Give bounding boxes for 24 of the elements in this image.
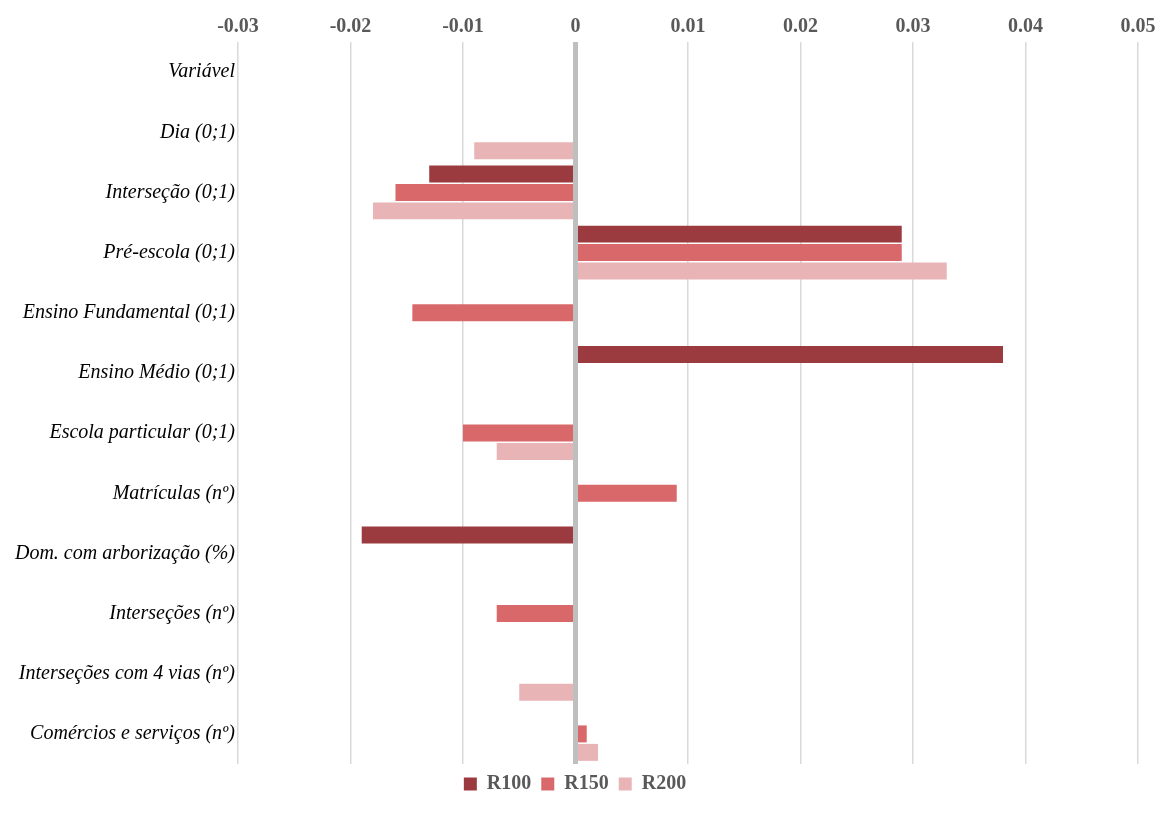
x-tick-label: -0.03 [217, 14, 259, 37]
x-tick-label: 0.03 [895, 14, 931, 37]
legend-label: R100 [486, 771, 532, 794]
legend-label: R200 [641, 771, 687, 794]
x-tick-label: -0.02 [329, 14, 372, 37]
y-tick-label: Variável [168, 59, 236, 82]
legend-label: R150 [564, 771, 609, 794]
y-tick-label: Dom. com arborização (%) [13, 540, 236, 564]
y-tick-label: Interseções (nº) [108, 600, 236, 624]
y-tick-label: Ensino Médio (0;1) [77, 360, 236, 384]
x-tick-label: 0.04 [1008, 14, 1043, 37]
y-tick-label: Comércios e serviços (nº) [30, 721, 236, 745]
x-tick-label: 0.05 [1120, 14, 1156, 37]
y-tick-label: Ensino Fundamental (0;1) [21, 300, 236, 323]
y-tick-label: Interseção (0;1) [104, 179, 236, 203]
y-tick-label: Dia (0;1) [158, 119, 236, 143]
x-tick-label: -0.01 [442, 14, 484, 37]
x-tick-label: 0.01 [670, 14, 706, 37]
y-tick-label: Escola particular (0;1) [48, 420, 236, 444]
y-tick-label: Matrículas (nº) [111, 480, 236, 504]
x-tick-label: 0 [570, 14, 581, 37]
x-tick-label: 0.02 [782, 14, 818, 37]
y-tick-label: Interseções com 4 vias (nº) [17, 661, 236, 684]
y-tick-label: Pré-escola (0;1) [102, 239, 236, 263]
